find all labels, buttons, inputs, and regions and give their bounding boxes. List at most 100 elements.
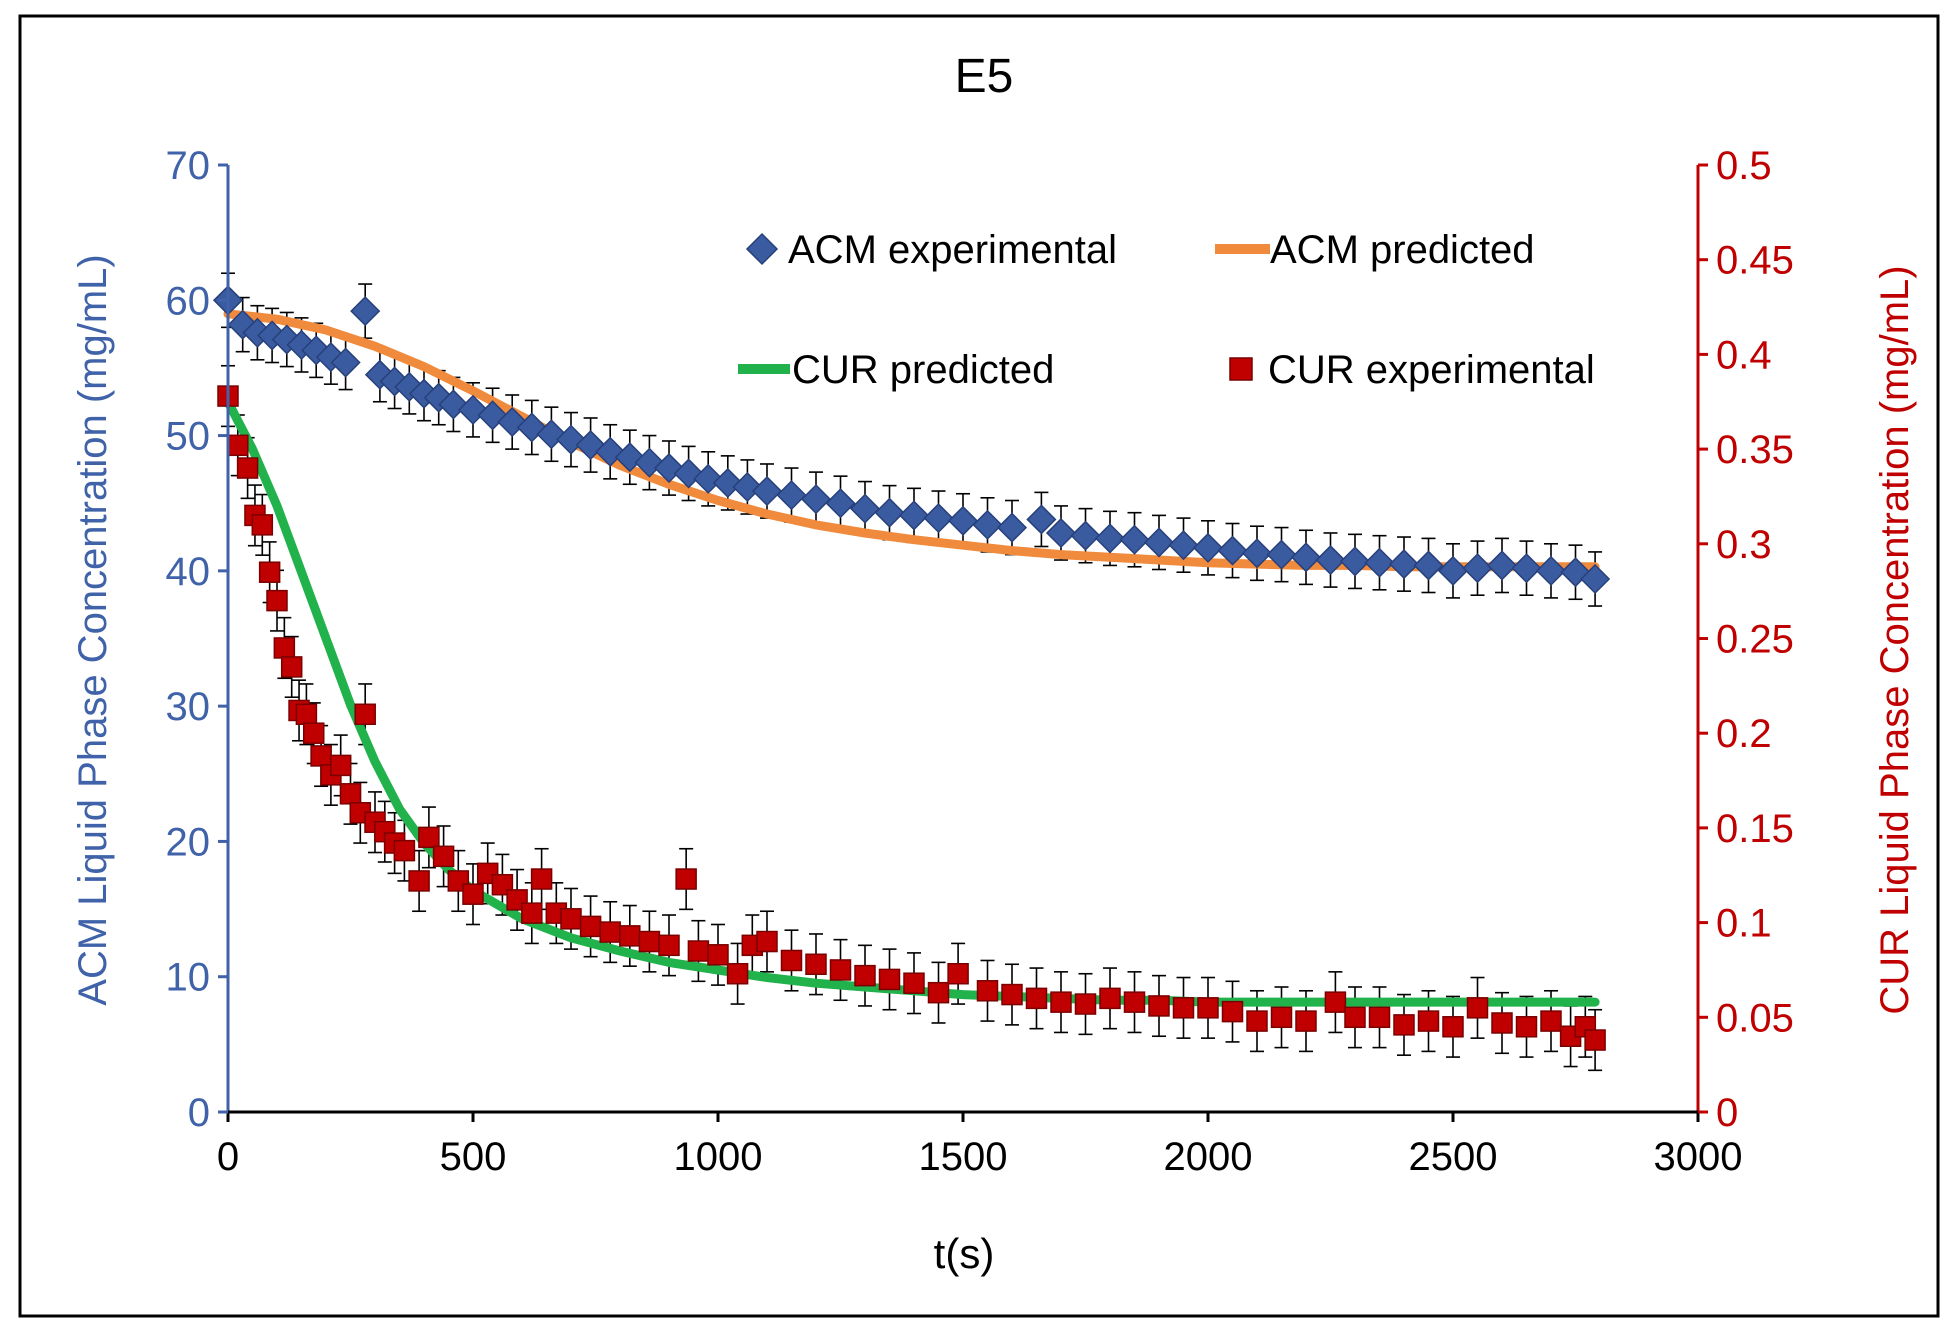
cur-experimental-point: [1368, 1006, 1391, 1029]
cur-experimental-point: [295, 703, 318, 726]
cur-experimental-point: [1172, 997, 1195, 1019]
cur-experimental-point: [1491, 1012, 1513, 1034]
x-axis-label: t(s): [934, 1230, 995, 1277]
cur-experimental-point: [687, 940, 710, 962]
cur-experimental-point: [638, 930, 661, 953]
cur-experimental-point: [579, 915, 602, 938]
cur-experimental-point: [927, 981, 950, 1004]
y-left-tick-label: 60: [166, 279, 211, 323]
acm-experimental-point: [898, 500, 930, 531]
acm-experimental-point: [1535, 555, 1567, 586]
acm-experimental-point: [1290, 542, 1322, 573]
y-right-tick-label: 0.5: [1716, 144, 1772, 188]
legend-entry-cur-predicted: CUR predicted: [738, 348, 1054, 392]
cur-experimental-point: [1050, 991, 1072, 1013]
cur-experimental-point: [236, 457, 259, 479]
cur-experimental-point: [329, 754, 352, 777]
acm-experimental-point: [1266, 539, 1297, 570]
acm-experimental-point: [1217, 535, 1248, 566]
y-right-tick-label: 0.05: [1716, 996, 1794, 1040]
cur-experimental-point: [878, 968, 901, 991]
acm-experimental-point: [1026, 504, 1057, 535]
cur-experimental-point: [560, 908, 582, 930]
cur-experimental-point: [303, 722, 325, 744]
x-tick-label: 2000: [1164, 1135, 1253, 1179]
cur-experimental-point: [619, 925, 641, 947]
cur-experimental-point: [393, 839, 416, 862]
cur-experimental-point: [1324, 991, 1347, 1013]
cur-experimental-point: [280, 656, 303, 678]
cur-experimental-point: [1417, 1010, 1440, 1032]
cur-experimental-point: [903, 972, 925, 994]
cur-experimental-point: [1123, 991, 1146, 1013]
cur-experimental-point: [408, 870, 430, 892]
cur-experimental-point: [1099, 987, 1121, 1010]
cur-experimental-point: [1584, 1029, 1606, 1051]
acm-experimental-point: [732, 471, 763, 503]
acm-experimental-point: [1339, 546, 1371, 577]
acm-experimental-point: [874, 497, 905, 528]
legend-entry-cur-experimental: CUR experimental: [1229, 348, 1595, 392]
cur-experimental-point: [258, 561, 281, 583]
x-tick-label: 3000: [1654, 1135, 1743, 1179]
cur-experimental-point: [976, 980, 999, 1002]
cur-experimental-point: [1148, 995, 1170, 1017]
acm-experimental-point: [1486, 550, 1518, 581]
acm-experimental-point: [996, 512, 1028, 543]
legend-marker-cur-experimental: [1229, 357, 1253, 381]
cur-experimental-point: [1442, 1016, 1464, 1038]
acm-experimental-point: [923, 503, 954, 534]
y-right-tick-label: 0: [1716, 1091, 1738, 1135]
y-left-tick-label: 20: [166, 820, 211, 864]
y-right-axis-label: CUR Liquid Phase Concentration (mg/mL): [1873, 265, 1917, 1014]
y-right-tick-label: 0.2: [1716, 712, 1772, 756]
y-right-tick-label: 0.25: [1716, 618, 1794, 662]
y-right-tick-label: 0.1: [1716, 902, 1772, 946]
cur-experimental-point: [266, 589, 288, 612]
cur-experimental-point: [1074, 993, 1097, 1015]
acm-experimental-point: [849, 493, 881, 524]
cur-experimental-point: [780, 949, 803, 972]
x-tick-label: 500: [440, 1135, 507, 1179]
figure-frame: [18, 14, 1940, 1318]
acm-experimental-point: [1388, 549, 1420, 580]
legend-label-acm-predicted: ACM predicted: [1270, 228, 1535, 272]
x-tick-label: 1000: [674, 1135, 763, 1179]
cur-experimental-point: [1466, 997, 1489, 1019]
y-right-tick-label: 0.15: [1716, 807, 1794, 851]
cur-experimental-point: [1515, 1016, 1538, 1038]
acm-experimental-point: [1364, 547, 1395, 578]
cur-experimental-point: [273, 637, 296, 659]
acm-experimental-point: [1462, 553, 1493, 584]
acm-experimental-point: [1070, 520, 1101, 551]
cur-experimental-point: [1025, 987, 1048, 1010]
acm-experimental-point: [1241, 538, 1273, 569]
y-right-tick-label: 0.45: [1716, 239, 1794, 283]
axes-layer: 0 500 1000 1500 2000 2500 30000102030405060700…: [166, 144, 1794, 1179]
cur-experimental-point: [462, 883, 484, 905]
acm-experimental-point: [1315, 544, 1346, 576]
cur-experimental-point: [1221, 1000, 1244, 1023]
legend-label-cur-predicted: CUR predicted: [792, 348, 1054, 392]
acm-experimental-point: [1119, 524, 1150, 555]
cur-experimental-point: [310, 745, 332, 767]
cur-experimental-point: [1197, 997, 1219, 1019]
y-left-tick-label: 30: [166, 685, 211, 729]
acm-experimental-point: [1437, 555, 1469, 586]
cur-experimental-point: [854, 964, 876, 987]
cur-experimental-point: [432, 845, 455, 868]
acm-experimental-point: [972, 509, 1003, 540]
cur-experimental-point: [947, 962, 969, 985]
x-tick-label: 1500: [919, 1135, 1008, 1179]
cur-experimental-point: [1540, 1010, 1562, 1032]
acm-experimental-point: [776, 480, 807, 511]
markers-layer: [212, 285, 1611, 1051]
acm-experimental-point: [1094, 523, 1126, 554]
cur-experimental-point: [251, 514, 274, 536]
legend-label-acm-experimental: ACM experimental: [788, 228, 1117, 272]
acm-experimental-point: [1168, 530, 1199, 561]
x-tick-label: 2500: [1409, 1135, 1498, 1179]
legend-entry-acm-experimental: ACM experimental: [745, 228, 1117, 272]
